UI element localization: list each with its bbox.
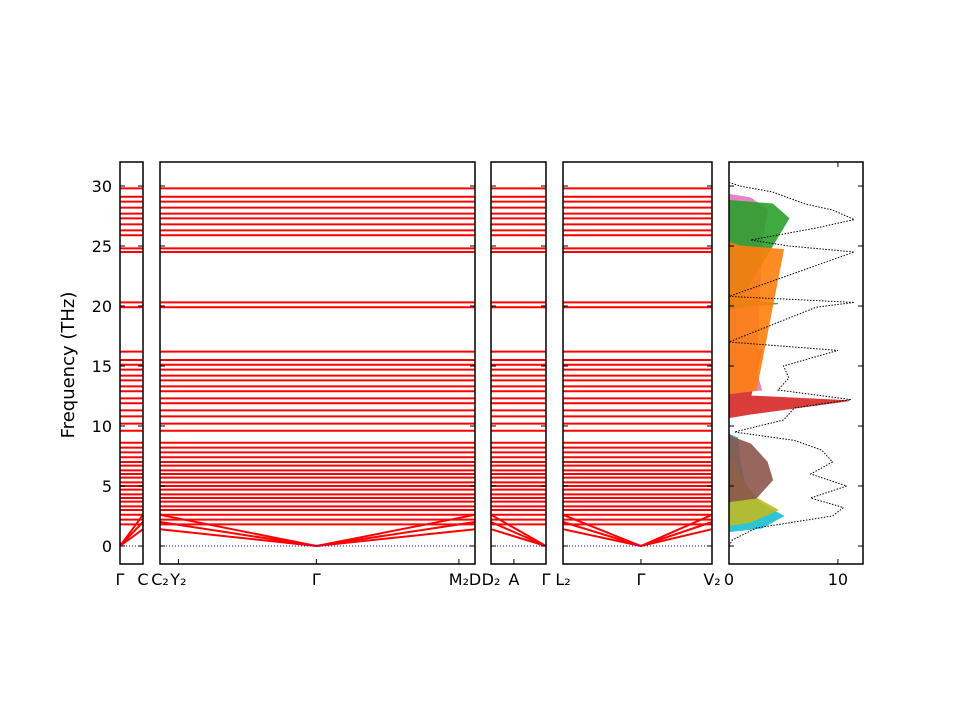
panel-frame <box>159 161 476 565</box>
band-panel-1: Γ C 0 5 10 15 20 25 30 <box>92 161 149 589</box>
acoustic-band-line <box>562 513 713 548</box>
band-panel-2: C₂ Y₂ Γ M₂ D <box>151 161 481 589</box>
k-point-label: C₂ <box>151 570 169 589</box>
k-point-label: V₂ <box>703 570 720 589</box>
acoustic-band-line <box>490 521 547 547</box>
y-tick-label: 0 <box>102 537 112 556</box>
dos-frame <box>728 161 864 565</box>
panel-frame <box>490 161 547 565</box>
k-point-label: Γ <box>636 570 645 589</box>
acoustic-band-line <box>159 528 476 548</box>
dos-panel: 0 10 <box>724 161 864 589</box>
dos-x-tick-label: 0 <box>724 570 734 589</box>
total-dos-line <box>728 181 856 547</box>
acoustic-band-line <box>119 514 144 547</box>
k-point-label: A <box>508 570 519 589</box>
y-tick-label: 5 <box>102 477 112 496</box>
k-point-label: Y₂ <box>169 570 186 589</box>
y-tick-label: 20 <box>92 297 112 316</box>
y-tick-label: 10 <box>92 417 112 436</box>
acoustic-band-line <box>562 528 713 548</box>
k-point-label: M₂ <box>449 570 469 589</box>
k-point-label: Γ <box>542 570 551 589</box>
partial-dos-fill <box>728 241 785 395</box>
band-panel-3: D₂ A Γ <box>482 161 551 589</box>
partial-dos-fill <box>728 433 774 503</box>
band-panel-4: L₂ Γ V₂ <box>555 161 721 589</box>
panel-frame <box>119 161 144 565</box>
y-tick-label: 15 <box>92 357 112 376</box>
y-tick-label: 30 <box>92 177 112 196</box>
y-tick-label: 25 <box>92 237 112 256</box>
k-point-label: D₂ <box>482 570 501 589</box>
k-point-label: Γ <box>312 570 321 589</box>
panel-frame <box>562 161 713 565</box>
y-axis-label: Frequency (THz) <box>58 292 79 439</box>
k-point-label: L₂ <box>555 570 570 589</box>
acoustic-band-line <box>490 513 547 547</box>
dos-x-tick-label: 10 <box>828 570 848 589</box>
k-point-label: D <box>469 570 481 589</box>
k-point-label: C <box>137 570 148 589</box>
k-point-label: Γ <box>116 570 125 589</box>
acoustic-band-line <box>490 528 547 547</box>
